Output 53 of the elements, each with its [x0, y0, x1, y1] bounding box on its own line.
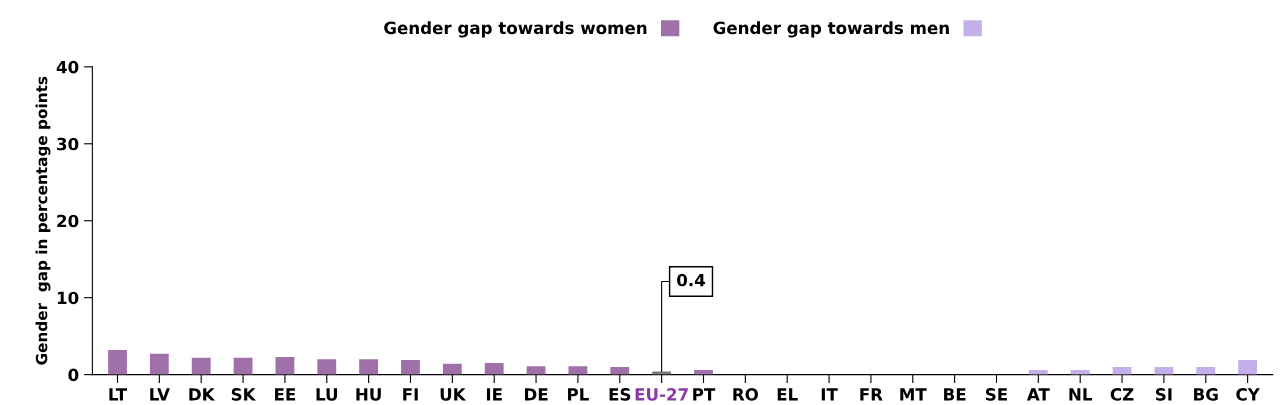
bar	[149, 353, 169, 375]
x-tick-label: EE	[275, 388, 296, 401]
y-tick-label: 30	[57, 137, 79, 151]
x-tick-label: DE	[524, 388, 548, 401]
x-tick-label: IE	[486, 388, 502, 401]
x-tick-label: ES	[609, 388, 631, 401]
x-tick-label: AT	[1026, 388, 1050, 401]
legend-label: Gender gap towards men	[713, 21, 949, 38]
x-tick-label: HU	[356, 388, 381, 401]
x-tick-label: PT	[693, 388, 716, 401]
x-tick-label: IT	[821, 388, 838, 401]
x-tick-label: UK	[440, 388, 467, 401]
x-tick-label: DK	[189, 388, 216, 401]
x-tick-label: SK	[231, 388, 257, 401]
x-tick-label: FR	[860, 388, 883, 401]
bar	[442, 363, 462, 375]
x-tick-label: BG	[1194, 388, 1218, 401]
x-tick-label: CY	[1236, 388, 1260, 401]
x-tick-label: PL	[568, 388, 589, 401]
bar	[191, 357, 211, 375]
x-tick-label: EU-27	[635, 388, 688, 401]
x-tick-label: RO	[733, 388, 758, 401]
x-tick-label: LU	[316, 388, 338, 401]
bar	[359, 359, 379, 375]
bar	[1238, 360, 1258, 375]
y-tick-label: 40	[56, 60, 79, 74]
bar	[108, 350, 127, 375]
bar	[401, 360, 420, 375]
bar	[484, 363, 504, 375]
y-tick-label: 20	[57, 214, 79, 228]
bar	[233, 357, 253, 375]
x-tick-label: SI	[1156, 388, 1172, 401]
x-tick-label: SE	[985, 388, 1007, 401]
y-tick-label: 10	[57, 291, 79, 305]
x-tick-label: EL	[777, 388, 798, 401]
bar	[610, 366, 630, 375]
x-tick-label: CZ	[1110, 388, 1134, 401]
bar	[568, 366, 588, 375]
legend-label: Gender gap towards women	[384, 21, 647, 38]
y-tick-label: 0	[68, 368, 79, 382]
bar	[1154, 366, 1174, 375]
annotation: 0.4	[677, 273, 706, 287]
bar	[1196, 366, 1216, 375]
x-tick-label: LT	[109, 388, 128, 401]
bar	[526, 366, 546, 375]
x-tick-label: NL	[1069, 388, 1093, 401]
y-axis-title: Gender gap in percentage points	[35, 76, 51, 365]
bar	[275, 356, 295, 375]
x-tick-label: BE	[944, 388, 966, 401]
bar	[317, 359, 337, 375]
x-tick-label: LV	[150, 388, 170, 401]
x-tick-label: MT	[900, 388, 927, 401]
x-tick-label: FI	[403, 388, 418, 401]
